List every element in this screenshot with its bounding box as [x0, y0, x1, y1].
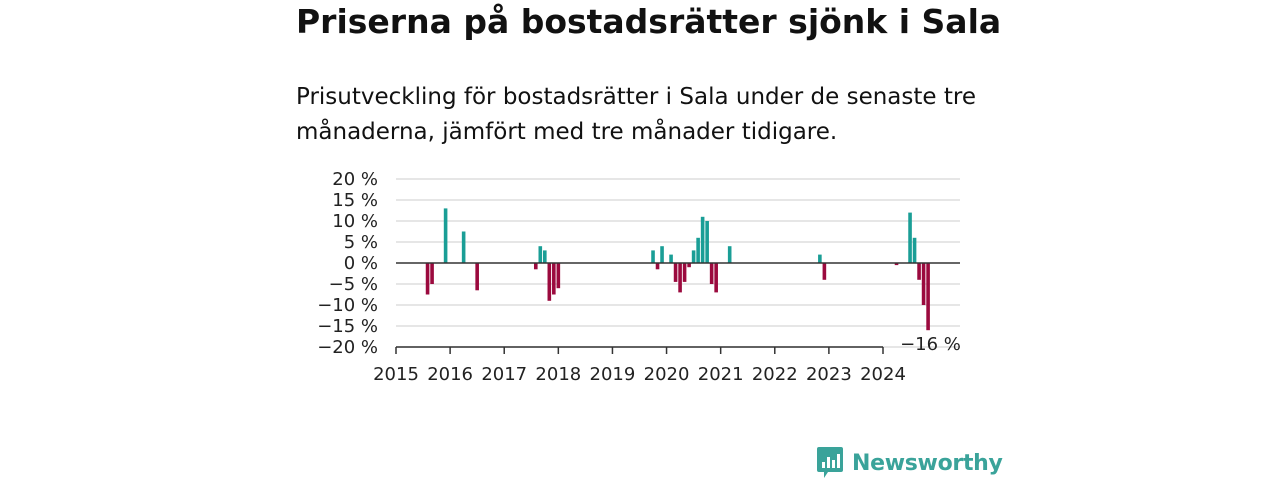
y-tick-label: 10 %: [332, 211, 378, 232]
x-tick-label: 2018: [535, 364, 581, 385]
bar: [818, 254, 822, 263]
bar: [425, 263, 430, 295]
bar: [673, 263, 678, 282]
bar: [655, 263, 660, 270]
bar: [660, 246, 664, 263]
y-tick-label: 20 %: [332, 169, 378, 190]
bar: [727, 246, 732, 263]
y-tick-label: 5 %: [344, 232, 378, 253]
bar: [926, 263, 930, 331]
bar: [709, 263, 714, 284]
newsworthy-logo-icon: [817, 447, 843, 478]
bar: [822, 263, 827, 280]
bar: [687, 263, 691, 268]
bar: [552, 263, 556, 295]
bar: [475, 263, 479, 291]
bar: [443, 208, 448, 263]
x-tick-label: 2023: [806, 364, 852, 385]
bar: [556, 263, 561, 289]
x-tick-label: 2019: [590, 364, 636, 385]
x-tick-label: 2021: [698, 364, 744, 385]
y-tick-label: 0 %: [344, 253, 378, 274]
bar: [921, 263, 926, 305]
y-tick-label: −5 %: [329, 274, 378, 295]
y-tick-label: −15 %: [317, 316, 378, 337]
x-tick-label: 2016: [427, 364, 473, 385]
bar: [678, 263, 682, 293]
bar: [538, 246, 543, 263]
y-tick-label: −10 %: [317, 295, 378, 316]
bar: [543, 250, 547, 263]
bar-data-label: −16 %: [900, 334, 961, 355]
bar: [696, 237, 700, 263]
bar: [669, 254, 673, 263]
x-tick-label: 2015: [373, 364, 419, 385]
bar: [908, 212, 912, 263]
bar: [547, 263, 552, 301]
y-tick-label: 15 %: [332, 190, 378, 211]
bar: [705, 221, 709, 263]
newsworthy-logo-text: Newsworthy: [852, 450, 1003, 476]
bar: [700, 216, 705, 263]
bar: [461, 231, 466, 263]
x-tick-label: 2020: [644, 364, 690, 385]
bar: [894, 263, 899, 266]
x-tick-label: 2017: [481, 364, 527, 385]
x-tick-label: 2022: [752, 364, 798, 385]
chart-subtitle: Prisutveckling för bostadsrätter i Sala …: [296, 84, 976, 145]
bar: [917, 263, 921, 280]
x-tick-label: 2024: [860, 364, 906, 385]
bar: [912, 237, 917, 263]
bar: [430, 263, 434, 284]
bar: [682, 263, 687, 282]
bar: [533, 263, 538, 270]
bar: [691, 250, 696, 263]
bar: [651, 250, 655, 263]
bar: [714, 263, 718, 293]
chart-title: Priserna på bostadsrätter sjönk i Sala: [296, 2, 1002, 41]
y-tick-label: −20 %: [317, 337, 378, 358]
newsworthy-logo: Newsworthy: [816, 446, 1003, 480]
